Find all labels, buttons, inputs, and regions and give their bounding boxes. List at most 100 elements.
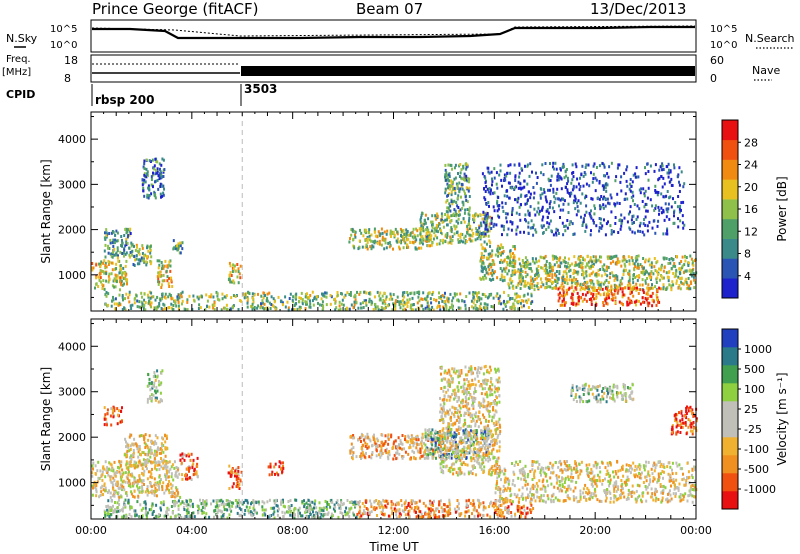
power-cell bbox=[496, 247, 499, 251]
power-cell bbox=[406, 291, 409, 294]
power-cell bbox=[124, 227, 127, 231]
power-cell bbox=[409, 306, 412, 310]
power-cell bbox=[485, 203, 488, 206]
power-cell bbox=[251, 296, 254, 300]
power-cell bbox=[638, 207, 641, 211]
power-cell bbox=[383, 238, 386, 242]
power-cell bbox=[435, 299, 438, 303]
power-cell bbox=[612, 255, 615, 259]
velocity-cell bbox=[310, 507, 313, 511]
power-cell bbox=[570, 192, 573, 196]
power-cell bbox=[585, 262, 588, 266]
power-cell bbox=[628, 286, 631, 290]
power-cell bbox=[174, 301, 177, 305]
power-cell bbox=[487, 265, 490, 269]
power-cell bbox=[300, 291, 303, 295]
velocity-cell bbox=[146, 458, 149, 461]
power-cell bbox=[374, 239, 376, 243]
power-cell bbox=[547, 211, 550, 215]
power-cell bbox=[453, 166, 456, 170]
power-cell bbox=[526, 273, 529, 277]
velocity-cell bbox=[103, 484, 106, 488]
power-cell bbox=[447, 208, 450, 212]
power-cell bbox=[432, 237, 435, 241]
power-cell bbox=[526, 301, 529, 305]
power-cell bbox=[164, 292, 167, 296]
power-cell bbox=[552, 187, 555, 191]
power-cell bbox=[555, 280, 558, 284]
velocity-cell bbox=[146, 384, 149, 388]
power-cell bbox=[639, 230, 642, 233]
velocity-cell bbox=[316, 512, 319, 516]
power-cell bbox=[624, 197, 626, 201]
power-cell bbox=[588, 211, 591, 215]
velocity-cell bbox=[108, 506, 111, 510]
power-cell bbox=[388, 241, 391, 245]
power-cell bbox=[263, 307, 266, 311]
power-cell bbox=[527, 190, 530, 194]
power-cell bbox=[540, 171, 542, 175]
power-cell bbox=[107, 246, 109, 250]
power-cell bbox=[553, 255, 556, 259]
velocity-cell bbox=[119, 483, 122, 487]
velocity-cell bbox=[112, 415, 115, 419]
power-cell bbox=[438, 304, 441, 308]
power-cell bbox=[514, 270, 517, 274]
power-cell bbox=[627, 272, 630, 276]
power-cell bbox=[572, 233, 575, 236]
power-cell bbox=[143, 167, 146, 170]
power-cell bbox=[430, 301, 433, 305]
velocity-cell bbox=[348, 510, 351, 514]
velocity-cell bbox=[95, 490, 98, 494]
velocity-cell bbox=[153, 483, 156, 487]
power-cell bbox=[503, 278, 506, 282]
velocity-cell bbox=[217, 509, 220, 513]
power-cell bbox=[549, 279, 552, 283]
velocity-cell bbox=[183, 458, 186, 462]
power-cell bbox=[671, 280, 674, 284]
power-region-6 bbox=[227, 261, 242, 285]
velocity-region-4 bbox=[179, 452, 199, 481]
power-cell bbox=[489, 189, 492, 193]
power-cell bbox=[605, 265, 608, 269]
velocity-cell bbox=[266, 500, 269, 504]
power-cell bbox=[549, 285, 552, 289]
power-cell bbox=[419, 238, 422, 242]
power-cell bbox=[640, 270, 643, 274]
velocity-cell bbox=[318, 511, 320, 515]
power-cell bbox=[680, 280, 683, 284]
velocity-cell bbox=[171, 490, 174, 494]
power-cell bbox=[149, 300, 152, 304]
velocity-cell bbox=[230, 509, 233, 513]
power-cell bbox=[677, 217, 679, 221]
velocity-cell bbox=[154, 466, 156, 470]
power-cell bbox=[473, 298, 476, 302]
power-cell bbox=[627, 303, 630, 307]
power-cell bbox=[527, 298, 530, 302]
power-cell bbox=[677, 173, 680, 177]
power-cell bbox=[158, 304, 161, 308]
power-cell bbox=[478, 305, 481, 308]
velocity-cell bbox=[200, 502, 203, 506]
power-cell bbox=[630, 218, 633, 222]
power-cell bbox=[536, 284, 538, 288]
power-cell bbox=[468, 177, 471, 181]
power-cell bbox=[561, 282, 564, 285]
power-cell bbox=[532, 223, 535, 227]
velocity-cell bbox=[289, 499, 292, 502]
velocity-cell bbox=[526, 506, 529, 510]
power-cell bbox=[118, 293, 121, 297]
power-cell bbox=[392, 230, 395, 234]
power-cell bbox=[667, 271, 670, 275]
velocity-cell bbox=[138, 490, 141, 494]
velocity-cell bbox=[219, 499, 222, 503]
power-cell bbox=[591, 197, 594, 201]
power-cell bbox=[590, 299, 593, 303]
velocity-cell bbox=[108, 509, 111, 513]
power-cell bbox=[623, 293, 626, 297]
power-cell bbox=[399, 300, 402, 304]
power-cell bbox=[490, 219, 493, 223]
velocity-cell bbox=[444, 514, 447, 518]
velocity-cell bbox=[157, 446, 159, 450]
